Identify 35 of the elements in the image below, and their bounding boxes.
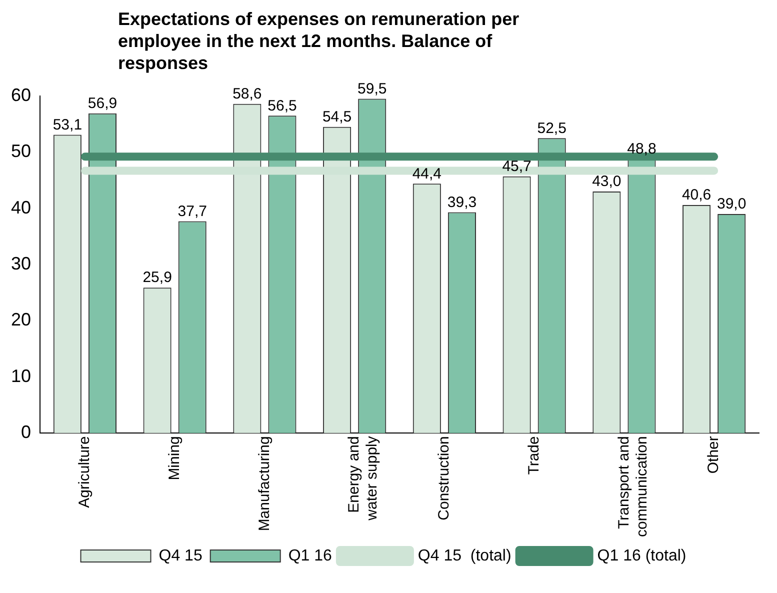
legend-label: Q4 15 bbox=[158, 547, 202, 564]
data-label: 43,0 bbox=[592, 173, 622, 190]
x-tick-label: Mining bbox=[166, 436, 183, 480]
data-label: 45,7 bbox=[502, 158, 532, 175]
data-label: 37,7 bbox=[178, 202, 207, 220]
y-tick-label: 0 bbox=[21, 422, 32, 442]
x-tick-label: Energy and water supply bbox=[346, 436, 381, 522]
x-tick-label: Agriculture bbox=[76, 436, 94, 508]
data-label: 56,5 bbox=[268, 97, 297, 114]
x-tick-label: Trade bbox=[525, 436, 542, 475]
y-tick-label: 50 bbox=[10, 141, 32, 162]
y-tick-label: 60 bbox=[10, 84, 32, 105]
data-label: 44,4 bbox=[412, 165, 442, 182]
data-label: 53,1 bbox=[52, 116, 82, 134]
data-label: 59,5 bbox=[358, 80, 387, 98]
data-label: 58,6 bbox=[232, 86, 262, 103]
data-label: 25,9 bbox=[142, 269, 172, 286]
chart-title: Expectations of expenses on remuneration per employee in the next 12 months. Balance of responses bbox=[118, 8, 520, 74]
y-tick-label: 10 bbox=[10, 366, 32, 386]
data-label: 56,9 bbox=[88, 95, 118, 112]
legend-label: Q1 16 bbox=[288, 547, 332, 564]
x-tick-label: Transport and communication bbox=[615, 436, 650, 538]
legend-label: Q4 15 (total) bbox=[418, 547, 512, 564]
data-label: 39,0 bbox=[716, 196, 746, 213]
x-tick-label: Construction bbox=[436, 436, 453, 520]
y-tick-label: 30 bbox=[10, 254, 32, 274]
legend-label: Q1 16 (total) bbox=[597, 547, 686, 564]
x-tick-label: Other bbox=[705, 436, 722, 474]
x-tick-label: Manufacturing bbox=[256, 436, 273, 532]
y-tick-label: 40 bbox=[10, 197, 32, 218]
data-label: 54,5 bbox=[322, 108, 352, 126]
data-label: 39,3 bbox=[447, 194, 477, 211]
data-label: 52,5 bbox=[537, 120, 566, 137]
y-tick-label: 20 bbox=[10, 310, 32, 330]
data-label: 40,6 bbox=[682, 186, 712, 204]
